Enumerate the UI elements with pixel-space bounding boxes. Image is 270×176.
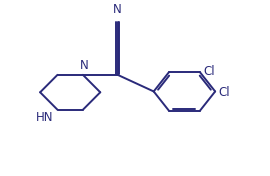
Text: N: N bbox=[80, 59, 89, 72]
Text: Cl: Cl bbox=[203, 65, 215, 78]
Text: N: N bbox=[113, 3, 122, 16]
Text: HN: HN bbox=[36, 111, 53, 124]
Text: Cl: Cl bbox=[218, 86, 230, 99]
